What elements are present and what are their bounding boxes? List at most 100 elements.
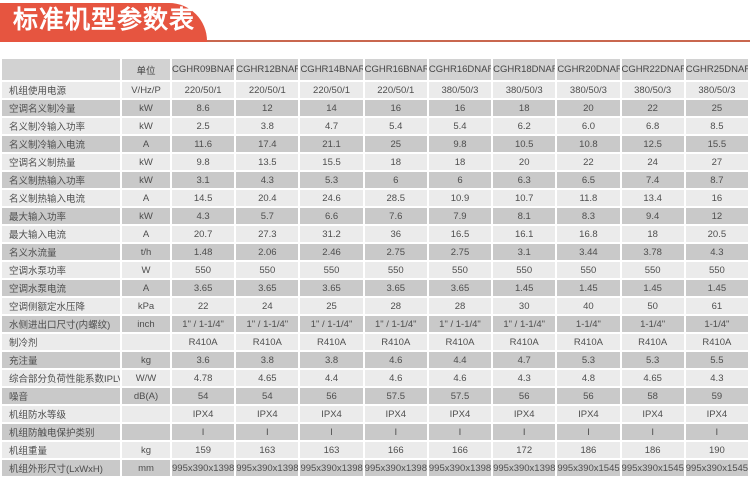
cell-value: 58 (621, 388, 684, 404)
cell-value: 5.7 (236, 208, 299, 224)
cell-value: 8.6 (172, 100, 235, 116)
row-unit: A (122, 280, 170, 296)
row-label: 空调水泵电流 (2, 280, 120, 296)
row-unit: kW (122, 172, 170, 188)
cell-value: 1.45 (621, 280, 684, 296)
cell-value: 10.5 (493, 136, 556, 152)
table-row: 空调侧额定水压降 kPa 22 24 25 28 28 30 40 50 61 (2, 298, 748, 314)
cell-value: 4.78 (172, 370, 235, 386)
cell-value: IPX4 (236, 406, 299, 422)
cell-value: 220/50/1 (172, 82, 235, 98)
cell-value: 61 (685, 298, 748, 314)
cell-value: 3.8 (236, 352, 299, 368)
table-row: 机组外形尺寸(LxWxH) mm 995x390x1398 995x390x1398 9… (2, 460, 748, 476)
column-header-model: CGHR22DNAR (621, 59, 684, 80)
row-unit: dB(A) (122, 388, 170, 404)
cell-value: I (557, 424, 620, 440)
cell-value: 14.5 (172, 190, 235, 206)
cell-value: I (364, 424, 427, 440)
cell-value: 28 (364, 298, 427, 314)
cell-value: 8.7 (685, 172, 748, 188)
cell-value: 13.4 (621, 190, 684, 206)
cell-value: 550 (621, 262, 684, 278)
cell-value: 6.3 (493, 172, 556, 188)
row-unit: kW (122, 208, 170, 224)
cell-value: 36 (364, 226, 427, 242)
row-unit: kg (122, 352, 170, 368)
cell-value: 3.1 (172, 172, 235, 188)
cell-value: 166 (364, 442, 427, 458)
cell-value: 995x390x1398 (236, 460, 299, 476)
cell-value: 6.6 (300, 208, 363, 224)
cell-value: R410A (557, 334, 620, 350)
cell-value: 16 (685, 190, 748, 206)
column-header-model: CGHR18DNAR (493, 59, 556, 80)
cell-value: I (300, 424, 363, 440)
row-label: 充注量 (2, 352, 120, 368)
cell-value: R410A (621, 334, 684, 350)
row-unit: kW (122, 154, 170, 170)
table-row: 水侧进出口尺寸(内螺纹) inch 1" / 1-1/4" 1" / 1-1/4" 1"… (2, 316, 748, 332)
cell-value: 20.4 (236, 190, 299, 206)
cell-value: 1-1/4" (685, 316, 748, 332)
cell-value: 186 (621, 442, 684, 458)
cell-value: 21.1 (300, 136, 363, 152)
cell-value: I (621, 424, 684, 440)
cell-value: 995x390x1545 (557, 460, 620, 476)
cell-value: 995x390x1398 (364, 460, 427, 476)
row-label: 最大输入电流 (2, 226, 120, 242)
cell-value: 550 (172, 262, 235, 278)
row-label: 机组防水等级 (2, 406, 120, 422)
cell-value: 4.4 (300, 370, 363, 386)
row-label: 名义水流量 (2, 244, 120, 260)
cell-value: 12 (685, 208, 748, 224)
table-row: 空调水泵电流 A 3.65 3.65 3.65 3.65 3.65 1.45 1.45 1.45 1… (2, 280, 748, 296)
banner-tab: 标准机型参数表 (0, 3, 207, 42)
cell-value: 6.2 (493, 118, 556, 134)
cell-value: 1-1/4" (557, 316, 620, 332)
cell-value: 2.5 (172, 118, 235, 134)
cell-value: 995x390x1398 (428, 460, 492, 476)
cell-value: 17.4 (236, 136, 299, 152)
cell-value: 995x390x1398 (172, 460, 235, 476)
page-title: 标准机型参数表 (13, 6, 196, 34)
cell-value: 8.5 (685, 118, 748, 134)
row-label: 空调名义制热量 (2, 154, 120, 170)
cell-value: 20.5 (685, 226, 748, 242)
cell-value: 4.8 (557, 370, 620, 386)
cell-value: R410A (428, 334, 492, 350)
cell-value: 9.8 (172, 154, 235, 170)
column-header-model: CGHR12BNAR (236, 59, 299, 80)
table-row: 名义制热输入功率 kW 3.1 4.3 5.3 6 6 6.3 6.5 7.4 8.7 (2, 172, 748, 188)
row-unit (122, 424, 170, 440)
cell-value: 3.65 (236, 280, 299, 296)
cell-value: 4.3 (685, 370, 748, 386)
row-unit: V/Hz/P (122, 82, 170, 98)
cell-value: 28.5 (364, 190, 427, 206)
row-label: 水侧进出口尺寸(内螺纹) (2, 316, 120, 332)
cell-value: IPX4 (493, 406, 556, 422)
cell-value: 1.45 (557, 280, 620, 296)
table-row: 名义水流量 t/h 1.48 2.06 2.46 2.75 2.75 3.1 3.44 3.78 4… (2, 244, 748, 260)
row-unit: kW (122, 118, 170, 134)
row-label: 名义制热输入功率 (2, 172, 120, 188)
row-label: 机组防触电保护类别 (2, 424, 120, 440)
cell-value: 20.7 (172, 226, 235, 242)
cell-value: 380/50/3 (428, 82, 492, 98)
cell-value: 995x390x1545 (685, 460, 748, 476)
cell-value: 3.1 (493, 244, 556, 260)
cell-value: 186 (557, 442, 620, 458)
cell-value: 5.3 (621, 352, 684, 368)
cell-value: IPX4 (364, 406, 427, 422)
cell-value: 4.7 (300, 118, 363, 134)
cell-value: IPX4 (172, 406, 235, 422)
cell-value: R410A (300, 334, 363, 350)
cell-value: 1" / 1-1/4" (493, 316, 556, 332)
cell-value: 220/50/1 (364, 82, 427, 98)
column-header-model: CGHR16DNAR (428, 59, 492, 80)
cell-value: 550 (364, 262, 427, 278)
row-label: 名义制热输入电流 (2, 190, 120, 206)
row-label: 空调水泵功率 (2, 262, 120, 278)
cell-value: 1" / 1-1/4" (364, 316, 427, 332)
cell-value: 54 (172, 388, 235, 404)
